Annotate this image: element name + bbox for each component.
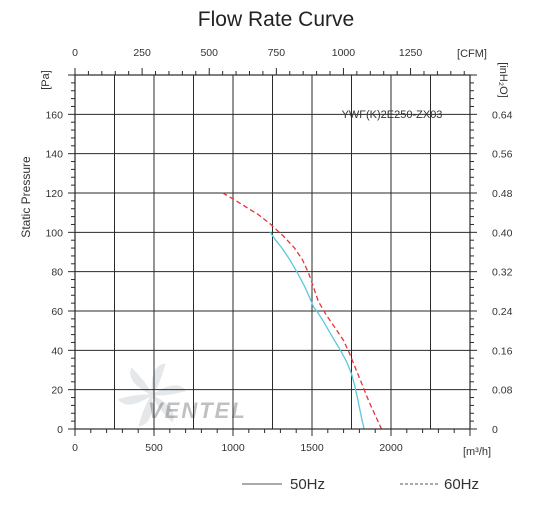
y2-tick-label: 0 [492, 424, 498, 436]
x2-tick-label: 0 [72, 47, 78, 59]
y2-tick-label: 0.16 [492, 345, 513, 357]
chart-title: Flow Rate Curve [198, 8, 354, 31]
legend-60hz-label: 60Hz [444, 476, 479, 493]
x-tick-label: 1500 [300, 442, 324, 454]
y2-tick-label: 0.32 [492, 267, 513, 279]
y2-tick-label: 0.64 [492, 109, 513, 121]
plot-frame [74, 74, 471, 430]
series-line-50hz [269, 231, 365, 430]
y-tick-label: 120 [45, 188, 63, 200]
fan-blade-icon [151, 363, 166, 395]
fan-blade-icon [138, 395, 153, 427]
x2-tick-label: 500 [200, 47, 218, 59]
fan-blade-icon [130, 367, 152, 395]
y-tick-label: 40 [51, 345, 63, 357]
y2-tick-label: 0.56 [492, 149, 513, 161]
model-label: YWF(K)2E250-ZX03 [342, 109, 443, 121]
y2-unit-label: [inH₂O] [497, 62, 509, 97]
y-tick-label: 100 [45, 227, 63, 239]
x2-unit-label: [CFM] [457, 48, 487, 60]
fan-logo-icon [118, 363, 186, 427]
y2-tick-label: 0.48 [492, 188, 513, 200]
watermark-text: VENTEL [148, 398, 247, 423]
legend: 50Hz 60Hz [242, 476, 479, 493]
x2-tick-label: 250 [133, 47, 151, 59]
y2-tick-label: 0.08 [492, 385, 513, 397]
plot-border [74, 74, 471, 430]
fan-blade-icon [152, 395, 174, 423]
x2-tick-label: 1250 [399, 47, 423, 59]
x2-tick-label: 1000 [332, 47, 356, 59]
ticks [68, 68, 477, 436]
fan-blade-icon [118, 394, 152, 405]
y-unit-label: [Pa] [40, 70, 52, 90]
y-tick-label: 0 [57, 424, 63, 436]
y-tick-label: 160 [45, 109, 63, 121]
x-tick-label: 0 [72, 442, 78, 454]
x2-tick-label: 750 [268, 47, 286, 59]
x-tick-label: 1000 [221, 442, 245, 454]
y2-tick-label: 0.24 [492, 306, 513, 318]
legend-50hz-label: 50Hz [290, 476, 325, 493]
x-tick-label: 500 [145, 442, 163, 454]
y-axis-title: Static Pressure [19, 156, 33, 238]
y-tick-label: 60 [51, 306, 63, 318]
y-tick-label: 20 [51, 385, 63, 397]
y-tick-label: 140 [45, 149, 63, 161]
watermark-logo: VENTEL [118, 363, 247, 427]
x-unit-label: [m³/h] [463, 446, 491, 458]
grid [74, 74, 471, 430]
x-tick-label: 2000 [379, 442, 403, 454]
series-line-60hz [222, 192, 383, 430]
curves [222, 192, 383, 430]
y-tick-label: 80 [51, 267, 63, 279]
fan-blade-icon [152, 385, 186, 396]
y2-tick-label: 0.40 [492, 227, 513, 239]
